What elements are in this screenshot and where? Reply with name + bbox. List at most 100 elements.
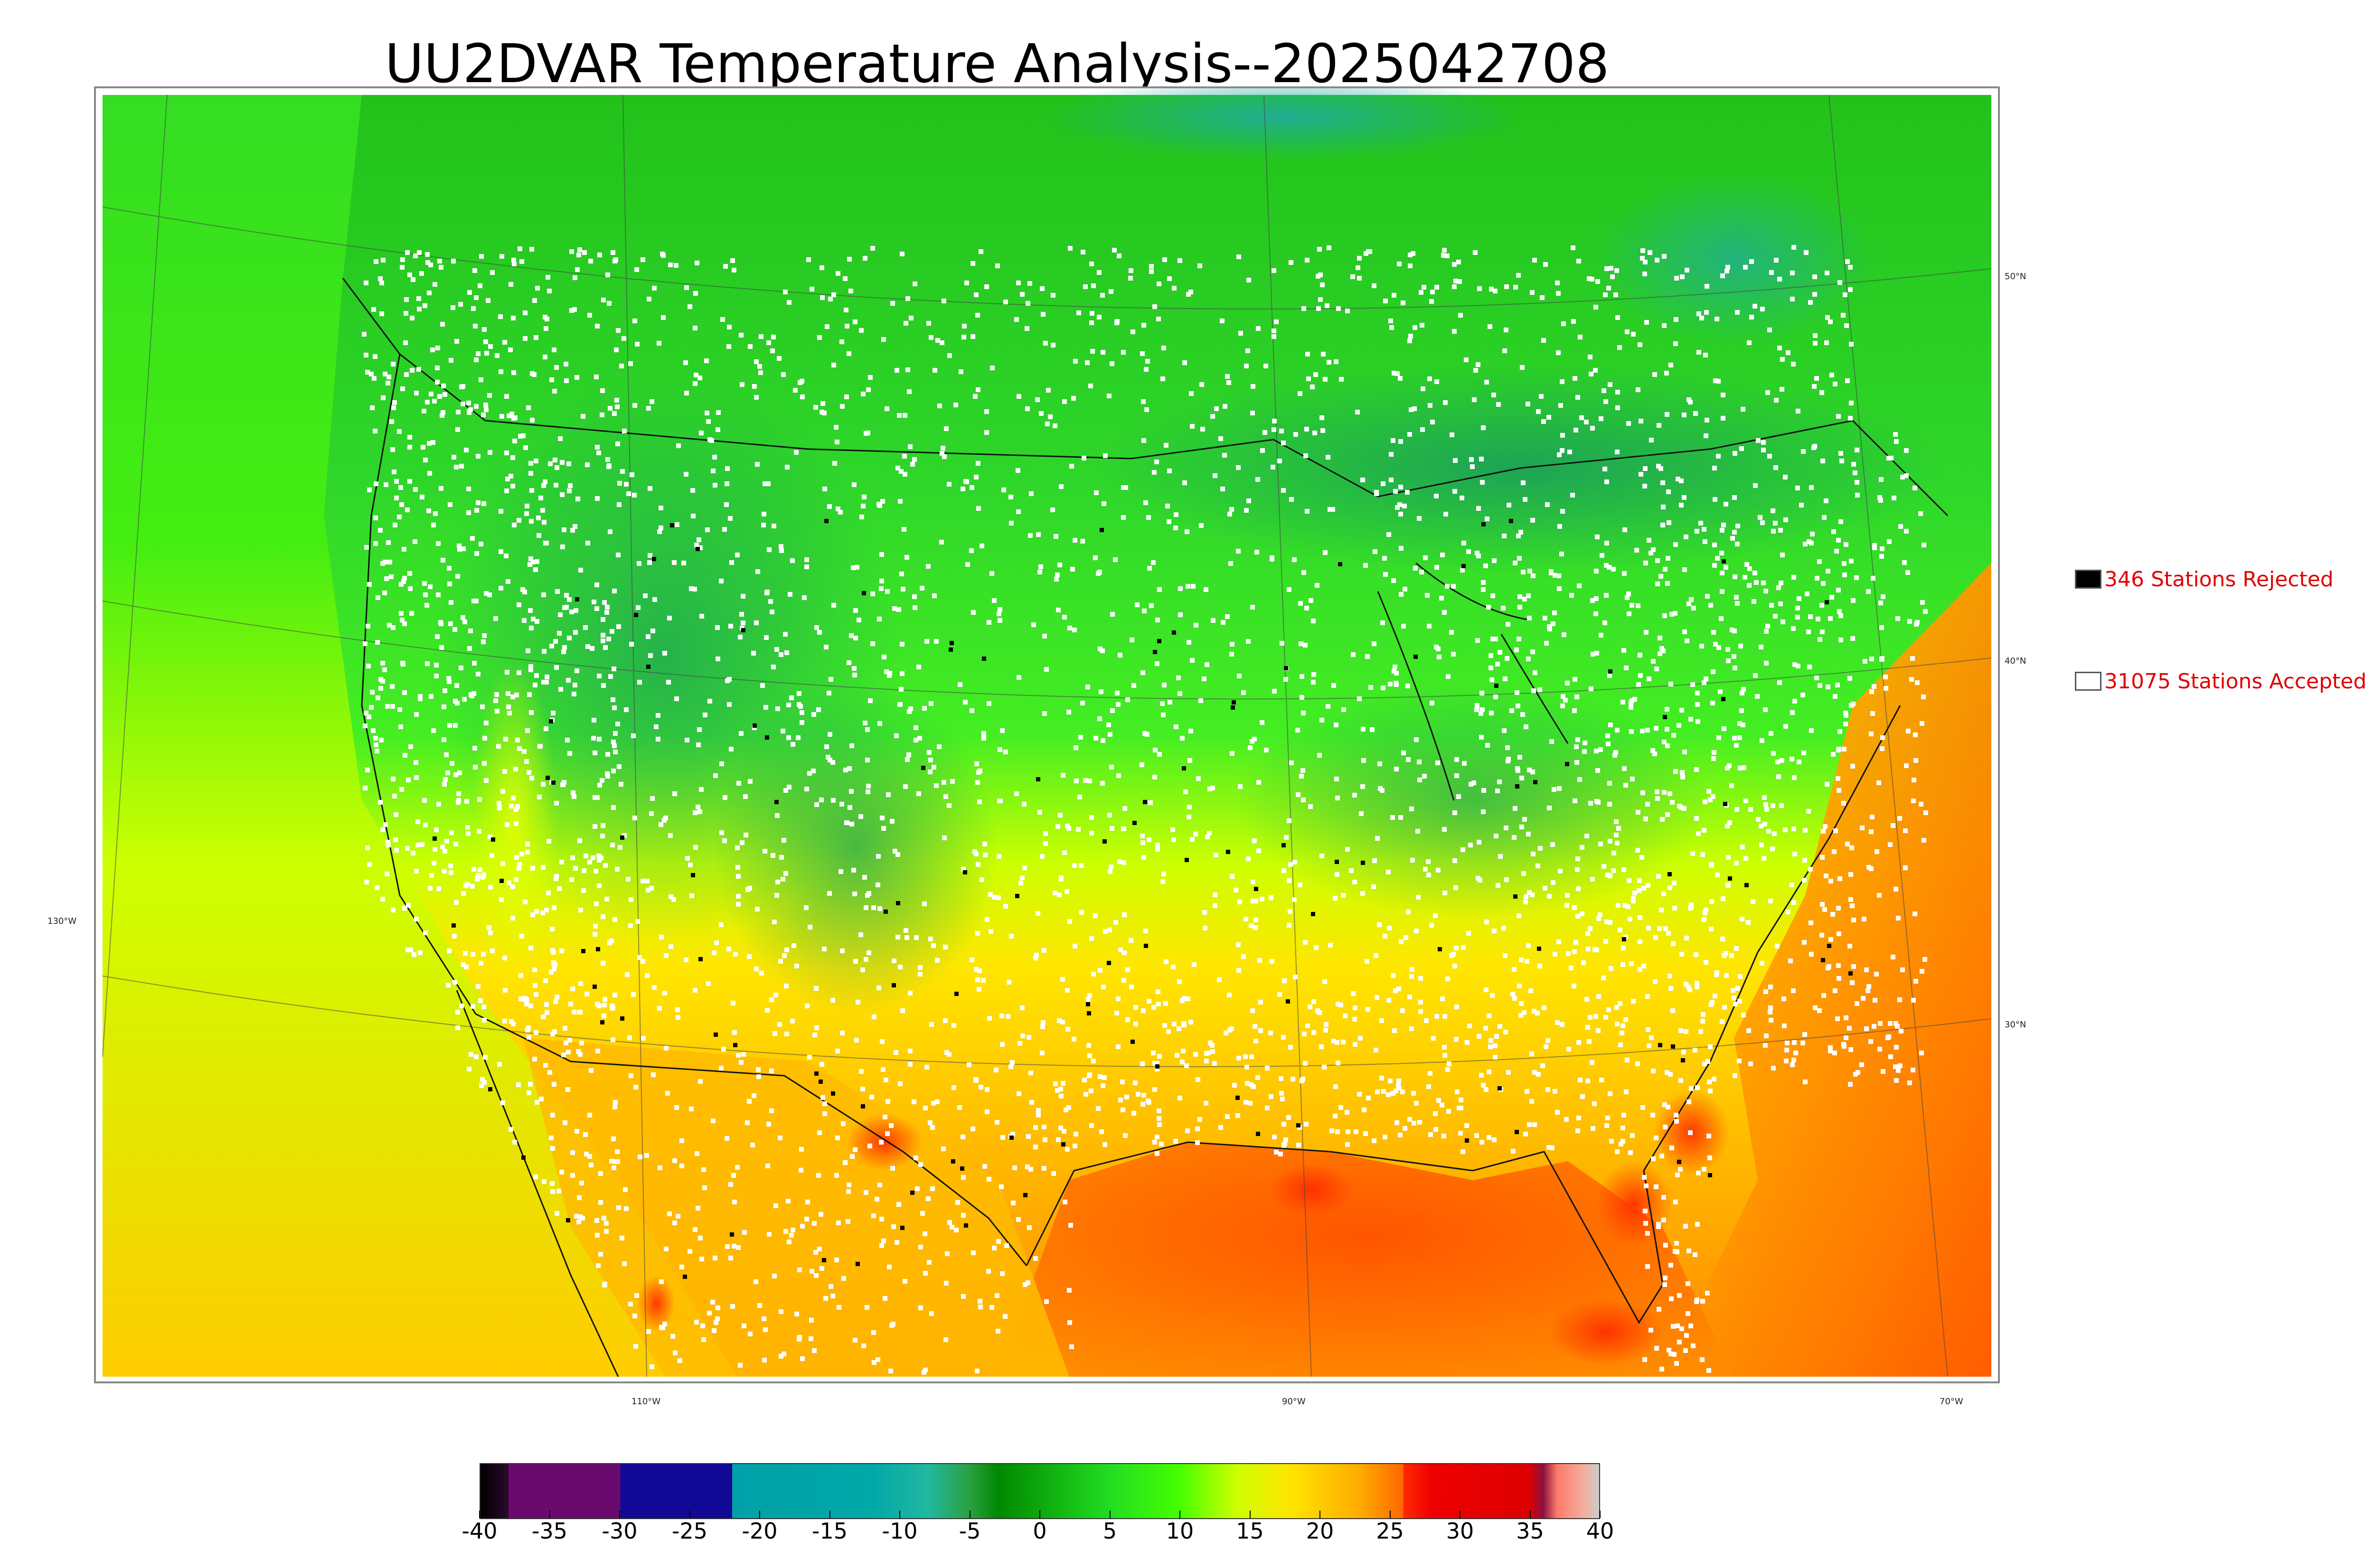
station-rejected	[1663, 715, 1667, 719]
station-accepted	[1253, 1039, 1258, 1043]
station-accepted	[1898, 524, 1903, 529]
station-accepted	[466, 510, 471, 515]
station-accepted	[442, 869, 447, 873]
station-accepted	[510, 484, 515, 488]
station-accepted	[479, 542, 483, 546]
station-accepted	[605, 752, 610, 757]
station-accepted	[1869, 657, 1874, 661]
station-accepted	[838, 510, 843, 515]
station-accepted	[899, 687, 904, 692]
station-accepted	[1125, 1017, 1130, 1022]
station-accepted	[1884, 686, 1888, 691]
station-accepted	[1062, 850, 1067, 855]
station-accepted	[1747, 340, 1752, 345]
station-accepted	[582, 250, 587, 255]
station-accepted	[1383, 934, 1387, 939]
station-accepted	[1624, 666, 1629, 670]
station-accepted	[1459, 1106, 1463, 1110]
station-accepted	[1492, 929, 1497, 933]
station-accepted	[638, 1155, 642, 1159]
station-accepted	[421, 445, 425, 450]
station-accepted	[1474, 1133, 1479, 1138]
station-accepted	[779, 1354, 783, 1359]
station-accepted	[1845, 378, 1850, 383]
station-accepted	[1605, 873, 1610, 877]
station-accepted	[1865, 988, 1870, 993]
station-accepted	[1466, 549, 1471, 554]
station-accepted	[1585, 1025, 1590, 1030]
station-accepted	[1182, 996, 1187, 1001]
station-accepted	[1724, 269, 1729, 273]
station-accepted	[1547, 806, 1552, 810]
station-accepted	[1690, 851, 1695, 856]
station-accepted	[1465, 1040, 1470, 1045]
station-accepted	[879, 1217, 884, 1221]
station-accepted	[583, 1132, 588, 1137]
station-accepted	[868, 698, 873, 703]
station-accepted	[1669, 1296, 1674, 1301]
station-accepted	[820, 1062, 824, 1067]
station-accepted	[961, 487, 965, 491]
station-accepted	[1122, 950, 1127, 955]
station-accepted	[1308, 804, 1313, 809]
station-accepted	[482, 633, 487, 638]
station-accepted	[471, 1004, 475, 1009]
station-accepted	[659, 526, 663, 530]
station-accepted	[1494, 1034, 1499, 1039]
station-accepted	[1155, 843, 1160, 847]
station-accepted	[947, 1220, 952, 1225]
station-accepted	[1405, 684, 1410, 688]
station-accepted	[1654, 667, 1659, 671]
station-accepted	[1864, 1026, 1869, 1031]
station-accepted	[1743, 265, 1748, 270]
station-accepted	[1204, 1051, 1209, 1056]
station-accepted	[879, 586, 884, 591]
station-accepted	[471, 691, 476, 696]
station-rejected	[1311, 912, 1315, 916]
station-rejected	[1825, 600, 1829, 604]
station-accepted	[455, 574, 460, 579]
station-accepted	[443, 392, 447, 397]
station-accepted	[775, 880, 780, 884]
station-accepted	[486, 298, 490, 303]
station-accepted	[1642, 484, 1647, 488]
station-accepted	[476, 500, 480, 505]
station-accepted	[1740, 691, 1744, 695]
station-accepted	[1778, 601, 1783, 606]
station-accepted	[1144, 407, 1149, 412]
station-accepted	[1094, 490, 1099, 495]
station-accepted	[667, 1211, 672, 1216]
station-accepted	[1187, 815, 1191, 819]
station-accepted	[1809, 728, 1814, 733]
station-accepted	[828, 297, 833, 301]
station-rejected	[884, 910, 888, 914]
station-accepted	[601, 914, 605, 919]
station-accepted	[1323, 550, 1328, 555]
station-accepted	[652, 985, 657, 990]
station-accepted	[1044, 1299, 1049, 1304]
station-accepted	[1705, 418, 1709, 423]
station-accepted	[602, 1003, 607, 1007]
station-accepted	[1806, 629, 1811, 634]
station-accepted	[820, 295, 825, 300]
station-accepted	[804, 787, 809, 791]
station-accepted	[657, 1006, 662, 1011]
station-accepted	[1418, 1000, 1423, 1005]
station-accepted	[1829, 595, 1834, 600]
station-accepted	[971, 1250, 976, 1255]
station-accepted	[859, 1069, 864, 1074]
station-accepted	[693, 988, 697, 993]
station-accepted	[1589, 686, 1593, 691]
station-accepted	[1006, 1014, 1010, 1019]
station-accepted	[400, 618, 405, 622]
station-accepted	[662, 1322, 667, 1326]
station-accepted	[1017, 394, 1021, 399]
station-accepted	[1411, 1091, 1416, 1096]
station-accepted	[1710, 701, 1715, 705]
station-accepted	[632, 493, 637, 498]
station-accepted	[511, 316, 516, 320]
station-accepted	[1272, 268, 1276, 273]
station-accepted	[1172, 286, 1177, 291]
station-accepted	[791, 943, 796, 948]
station-accepted	[1260, 897, 1264, 901]
